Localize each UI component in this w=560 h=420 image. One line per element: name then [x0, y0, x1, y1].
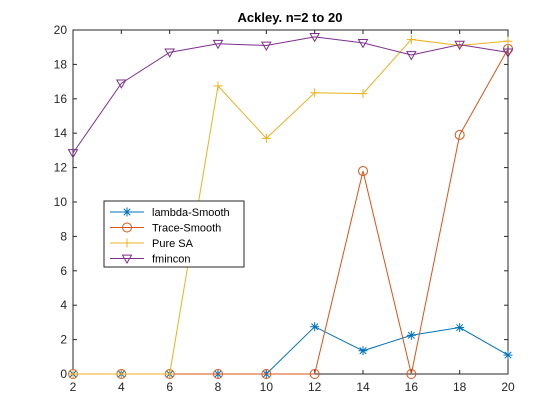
legend-item: fmincon: [110, 254, 191, 266]
marker-stroke: [123, 208, 131, 216]
data-point: [310, 88, 320, 98]
data-point: [406, 369, 417, 379]
chart-title: Ackley. n=2 to 20: [238, 10, 343, 25]
data-point: [502, 48, 514, 58]
marker-stroke: [115, 79, 127, 89]
data-point: [213, 81, 223, 91]
marker-stroke: [311, 323, 319, 331]
marker-stroke: [213, 369, 223, 379]
data-point: [503, 36, 513, 46]
legend: lambda-Smooth Trace-Smooth Pure SA fmincon: [103, 200, 245, 268]
legend-item: lambda-Smooth: [110, 207, 230, 219]
marker-stroke: [67, 149, 79, 159]
marker-stroke: [164, 48, 176, 58]
marker-stroke: [358, 166, 368, 177]
data-point: [309, 369, 320, 379]
series-line: [72, 36, 509, 154]
data-point: [67, 149, 79, 159]
legend-item: Trace-Smooth: [110, 222, 221, 235]
marker-stroke: [309, 369, 320, 379]
marker-stroke: [212, 39, 224, 50]
legend-item: Pure SA: [110, 238, 194, 250]
x-tick-label: 10: [260, 380, 274, 394]
legend-label: Pure SA: [152, 238, 194, 250]
legend-label: fmincon: [152, 254, 191, 266]
data-point: [309, 33, 321, 43]
y-tick-label: 6: [60, 264, 67, 278]
data-point: [310, 322, 320, 332]
data-point: [358, 166, 368, 177]
marker-stroke: [121, 254, 133, 265]
data-point: [358, 89, 368, 99]
y-tick-label: 12: [54, 161, 68, 175]
data-point: [68, 369, 78, 379]
legend-marker: [122, 207, 132, 217]
x-tick-label: 14: [356, 380, 370, 394]
x-tick-label: 4: [118, 380, 125, 394]
legend-marker: [121, 254, 133, 265]
x-tick-label: 6: [166, 380, 173, 394]
marker-stroke: [357, 39, 369, 49]
marker-stroke: [407, 331, 415, 339]
data-point: [212, 39, 224, 50]
series-fmincon: [67, 33, 514, 159]
marker-stroke: [261, 369, 272, 379]
y-tick-label: 10: [54, 195, 68, 209]
data-point: [455, 323, 465, 333]
marker-stroke: [359, 347, 367, 355]
y-tick-label: 14: [54, 126, 68, 140]
data-point: [503, 350, 513, 360]
legend-label: Trace-Smooth: [152, 223, 221, 235]
marker-stroke: [456, 323, 464, 332]
y-tick-label: 20: [54, 23, 68, 37]
data-point: [358, 346, 368, 356]
x-tick-label: 18: [453, 380, 467, 394]
data-point: [454, 40, 466, 51]
marker-stroke: [406, 369, 417, 379]
data-point: [165, 369, 175, 379]
marker-stroke: [122, 222, 132, 233]
marker-stroke: [454, 40, 466, 51]
legend-marker: [122, 238, 132, 248]
x-tick-label: 12: [308, 380, 322, 394]
data-point: [357, 39, 369, 49]
marker-stroke: [309, 33, 321, 43]
data-point: [164, 48, 176, 58]
x-tick-label: 20: [501, 380, 515, 394]
data-point: [405, 51, 417, 61]
data-point: [406, 34, 416, 44]
marker-stroke: [454, 129, 465, 140]
data-point: [261, 369, 272, 379]
series-layer: [67, 33, 514, 379]
marker-stroke: [504, 351, 512, 359]
data-point: [454, 129, 465, 140]
x-tick-label: 16: [405, 380, 419, 394]
x-tick-label: 8: [215, 380, 222, 394]
x-tick-label: 2: [70, 380, 77, 394]
marker-stroke: [405, 51, 417, 61]
y-tick-label: 18: [54, 57, 68, 71]
marker-stroke: [502, 48, 514, 58]
data-point: [260, 41, 272, 51]
y-tick-label: 8: [60, 229, 67, 243]
data-point: [213, 369, 223, 379]
y-tick-label: 0: [60, 367, 67, 381]
data-point: [406, 330, 416, 340]
legend-label: lambda-Smooth: [152, 207, 230, 219]
y-tick-label: 16: [54, 92, 68, 106]
data-point: [261, 133, 271, 143]
legend-marker: [122, 222, 132, 233]
data-point: [116, 369, 126, 379]
data-point: [115, 79, 127, 89]
y-tick-label: 2: [60, 333, 67, 347]
series-line: [73, 38, 509, 375]
marker-stroke: [260, 41, 272, 51]
y-tick-label: 4: [60, 298, 67, 312]
